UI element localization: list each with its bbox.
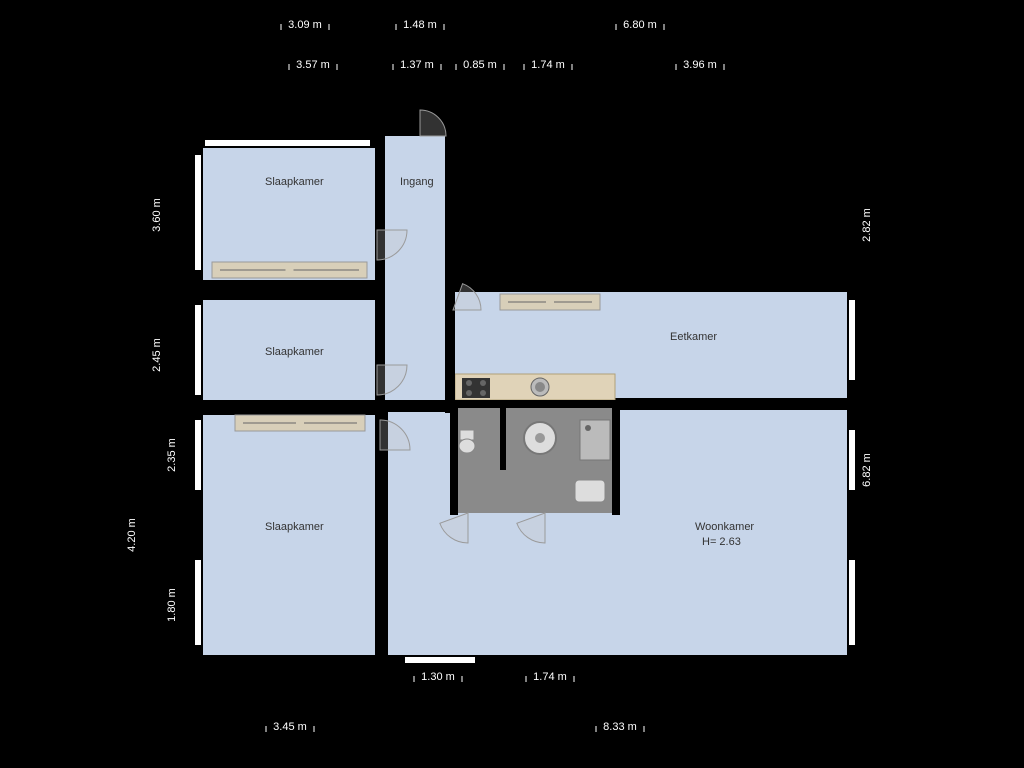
room-slaapkamer3 (200, 415, 375, 655)
dim-top-outer-0: 3.09 m (288, 19, 322, 31)
washbasin-drain-icon (535, 433, 545, 443)
window-4 (195, 560, 201, 645)
sink-basin-icon (535, 382, 545, 392)
dim-top-outer-2: 6.80 m (623, 19, 657, 31)
wall-4 (195, 400, 455, 412)
room-label-4: Eetkamer (670, 331, 717, 343)
dim-right-0: 2.82 m (861, 208, 873, 242)
wall-14 (612, 400, 620, 515)
dim-left-outer-1: 2.45 m (151, 338, 163, 372)
room-label-2: Slaapkamer (265, 346, 324, 358)
room-label-3: Slaapkamer (265, 521, 324, 533)
dim-bottom-inner-1: 1.74 m (533, 671, 567, 683)
window-0 (205, 140, 370, 146)
burner-icon (480, 380, 486, 386)
room-slaapkamer1 (200, 145, 375, 280)
shower-icon (580, 420, 610, 460)
room-label-0: Slaapkamer (265, 176, 324, 188)
dim-top-inner-3: 1.74 m (531, 59, 565, 71)
dim-top-inner-2: 0.85 m (463, 59, 497, 71)
wall-13 (450, 400, 458, 515)
dim-left-inner-1: 1.80 m (166, 588, 178, 622)
window-6 (849, 430, 855, 490)
burner-icon (480, 390, 486, 396)
wall-6 (445, 128, 455, 413)
dim-left-inner-0: 2.35 m (166, 438, 178, 472)
sink2-icon (575, 480, 605, 502)
dim-top-inner-4: 3.96 m (683, 59, 717, 71)
window-2 (195, 305, 201, 395)
shower-drain-icon (585, 425, 591, 431)
wall-9 (195, 655, 385, 663)
dim-left-outer-0: 3.60 m (151, 198, 163, 232)
dim-bottom-outer-0: 3.45 m (273, 721, 307, 733)
floor-plan: Slaapkamer Ingang Slaapkamer Slaapkamer Eetk… (0, 0, 1024, 768)
window-8 (405, 657, 475, 663)
window-3 (195, 420, 201, 490)
window-7 (849, 560, 855, 645)
wall-3 (195, 280, 380, 290)
dim-top-outer-1: 1.48 m (403, 19, 437, 31)
stove-icon (462, 378, 490, 398)
dim-right-1: 6.82 m (861, 453, 873, 487)
room-label-6: H= 2.63 (702, 536, 741, 548)
window-1 (195, 155, 201, 270)
dim-top-inner-0: 3.57 m (296, 59, 330, 71)
dim-bottom-outer-1: 8.33 m (603, 721, 637, 733)
dim-left-outer-2: 4.20 m (126, 518, 138, 552)
dim-top-inner-1: 1.37 m (400, 59, 434, 71)
window-5 (849, 300, 855, 380)
toilet-bowl-icon (459, 439, 475, 453)
wall-12 (450, 400, 620, 408)
dim-bottom-inner-0: 1.30 m (421, 671, 455, 683)
wall-15 (500, 400, 506, 470)
room-label-1: Ingang (400, 176, 434, 188)
burner-icon (466, 380, 472, 386)
wall-7 (445, 282, 855, 292)
burner-icon (466, 390, 472, 396)
room-label-5: Woonkamer (695, 521, 754, 533)
